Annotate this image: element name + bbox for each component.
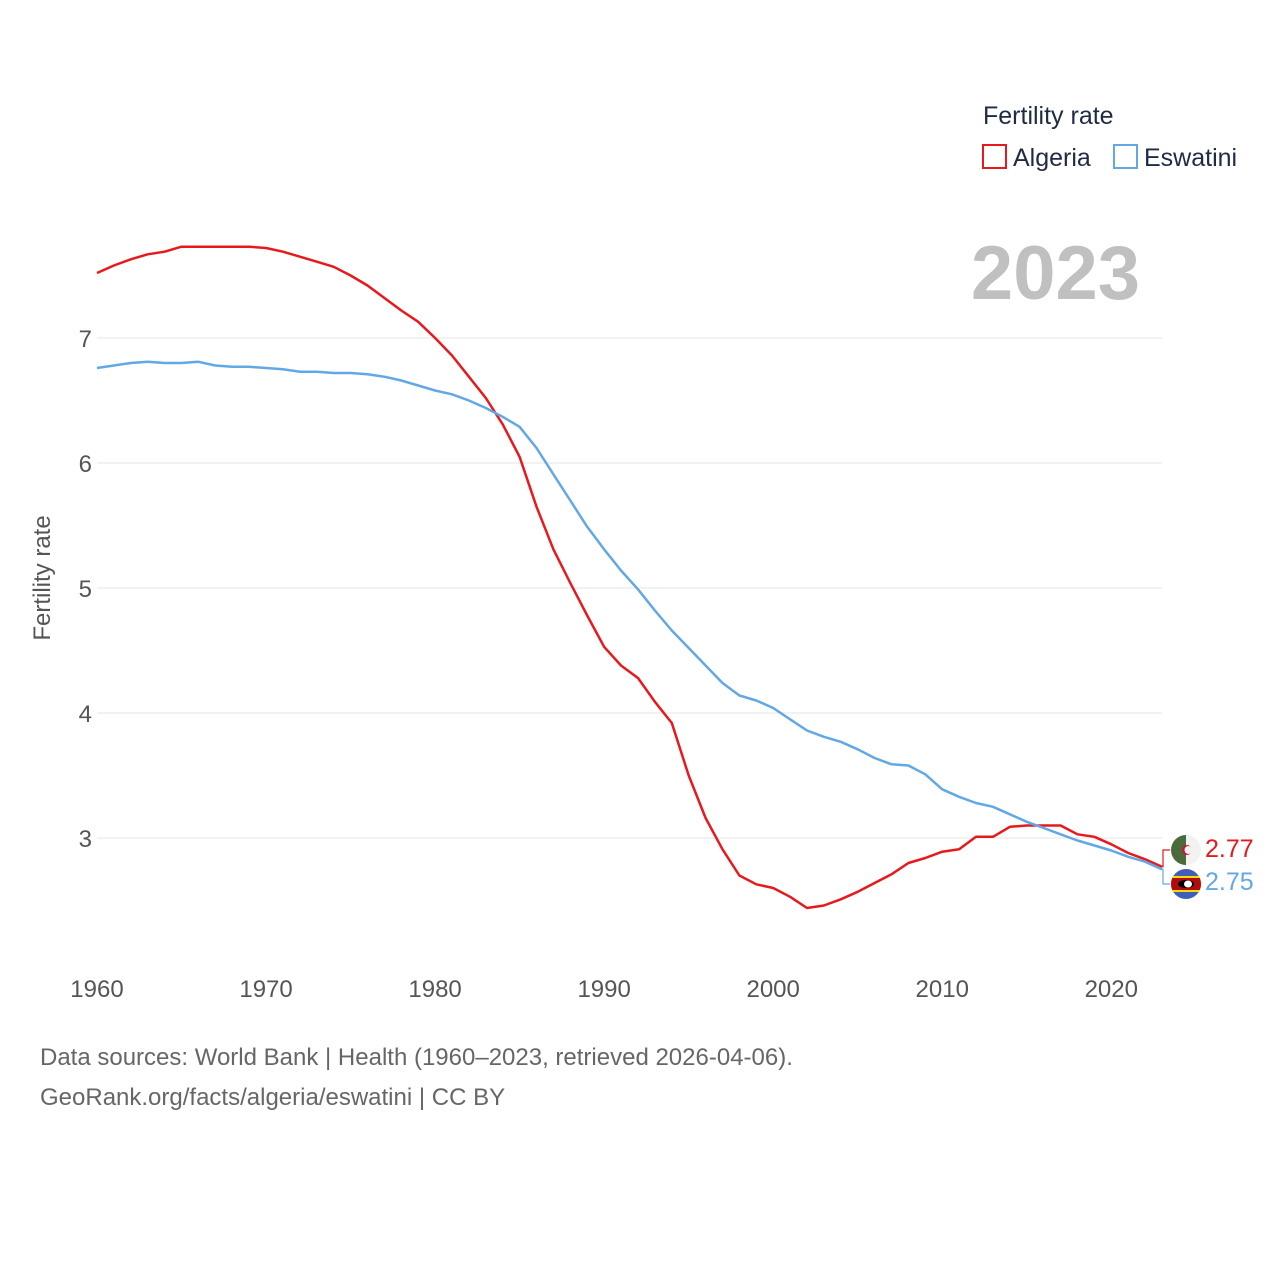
y-axis-title: Fertility rate <box>29 515 56 640</box>
current-year-label: 2023 <box>971 231 1140 316</box>
y-axis-ticks: 3 4 5 6 7 <box>79 326 92 853</box>
y-tick-label: 4 <box>79 701 92 728</box>
legend-swatch-eswatini <box>1113 144 1138 169</box>
x-tick-label: 2010 <box>916 976 969 1003</box>
connector-algeria <box>1162 849 1170 868</box>
y-tick-label: 3 <box>79 826 92 853</box>
eswatini-flag-icon <box>1171 869 1201 899</box>
legend-item-algeria[interactable]: Algeria <box>982 144 1091 172</box>
algeria-flag-icon <box>1171 835 1201 865</box>
legend: Fertility rate Algeria Eswatini <box>982 102 1237 172</box>
y-tick-label: 5 <box>79 576 92 603</box>
x-tick-label: 1990 <box>577 976 630 1003</box>
x-tick-label: 2020 <box>1085 976 1138 1003</box>
legend-title: Fertility rate <box>983 102 1114 130</box>
gridlines <box>97 337 1162 839</box>
x-tick-label: 1960 <box>70 976 123 1003</box>
end-label-connectors <box>1162 849 1170 885</box>
y-tick-label: 6 <box>79 451 92 478</box>
x-axis-ticks: 1960 1970 1980 1990 2000 2010 2020 <box>70 976 1138 1003</box>
eswatini-end-value: 2.75 <box>1205 868 1254 896</box>
legend-label-eswatini: Eswatini <box>1144 144 1237 172</box>
connector-eswatini <box>1162 868 1170 885</box>
legend-label-algeria: Algeria <box>1013 144 1091 172</box>
series-line-algeria[interactable] <box>96 245 1163 910</box>
x-tick-label: 1980 <box>408 976 461 1003</box>
legend-item-eswatini[interactable]: Eswatini <box>1113 144 1237 172</box>
series-line-eswatini[interactable] <box>96 360 1163 871</box>
data-source-note: Data sources: World Bank | Health (1960–… <box>40 1044 793 1071</box>
series-lines <box>96 245 1163 910</box>
x-tick-label: 2000 <box>746 976 799 1003</box>
algeria-end-value: 2.77 <box>1205 835 1254 863</box>
credit-link[interactable]: GeoRank.org/facts/algeria/eswatini | CC … <box>40 1084 506 1111</box>
y-tick-label: 7 <box>79 326 92 353</box>
x-tick-label: 1970 <box>239 976 292 1003</box>
legend-swatch-algeria <box>982 144 1007 169</box>
